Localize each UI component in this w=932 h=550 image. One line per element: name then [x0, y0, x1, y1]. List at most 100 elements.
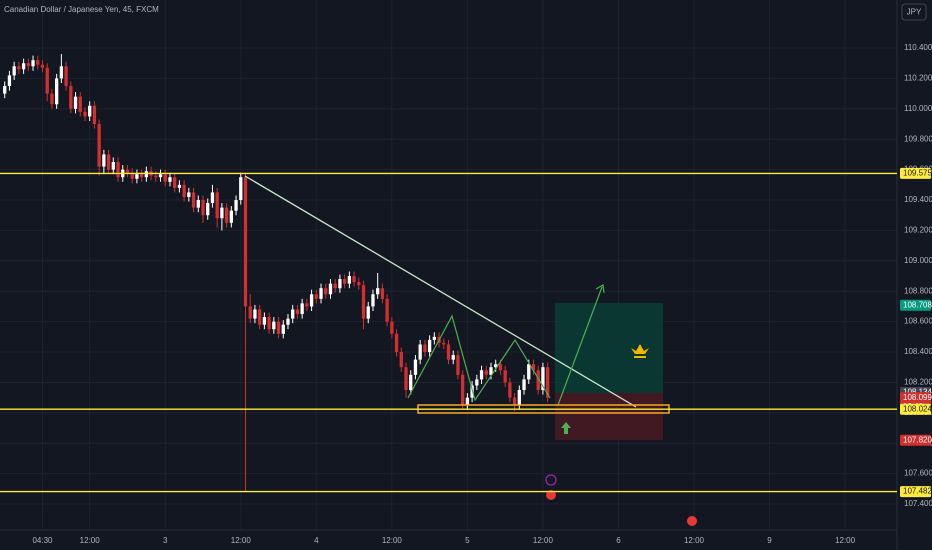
y-tick-label: 110.200 — [904, 74, 932, 83]
currency-button[interactable] — [901, 3, 927, 21]
candle-body — [512, 397, 517, 406]
candle-body — [300, 303, 304, 315]
candle-body — [366, 306, 370, 319]
candle-body — [503, 370, 507, 383]
y-tick-label: 108.400 — [904, 347, 932, 356]
candle-body — [248, 306, 252, 319]
candle-body — [380, 288, 385, 299]
candle-body — [191, 192, 196, 208]
price-label: 107.482 — [903, 487, 932, 496]
candle-body — [262, 317, 267, 325]
candle-body — [111, 162, 115, 170]
candle-body — [357, 282, 361, 286]
loss-zone — [555, 393, 663, 440]
candle-body — [3, 86, 7, 94]
candle-body — [215, 192, 219, 219]
event-icon — [687, 516, 697, 526]
candle-body — [461, 374, 465, 406]
candle-body — [371, 294, 375, 307]
candle-body — [347, 276, 352, 284]
candle-body — [92, 105, 97, 125]
candle-body — [239, 177, 243, 201]
candle-body — [291, 309, 295, 319]
x-tick-label: 9 — [767, 536, 772, 545]
x-tick-label: 12:00 — [684, 536, 705, 545]
candle-body — [21, 63, 26, 70]
candle-body — [40, 64, 45, 68]
price-label-bg — [900, 299, 931, 311]
y-tick-label: 107.600 — [904, 469, 932, 478]
y-tick-label: 108.200 — [904, 378, 932, 387]
candle-body — [328, 283, 333, 295]
x-tick-label: 12:00 — [835, 536, 856, 545]
candle-body — [88, 105, 92, 117]
candle-body — [154, 175, 158, 178]
candle-body — [45, 67, 49, 94]
x-tick-label: 6 — [616, 536, 621, 545]
price-label: 107.820 — [903, 435, 932, 444]
candle-body — [541, 367, 545, 391]
candle-body — [97, 124, 101, 167]
candle-body — [399, 352, 403, 368]
candle-body — [394, 333, 399, 353]
y-tick-label: 108.600 — [904, 317, 932, 326]
candle-body — [309, 294, 314, 307]
candle-body — [432, 336, 436, 340]
candle-body — [333, 283, 337, 289]
candle-body — [125, 169, 130, 173]
candle-body — [479, 370, 484, 380]
y-tick-label: 107.400 — [904, 499, 932, 508]
candle-body — [276, 321, 281, 334]
candle-body — [83, 111, 87, 117]
candle-body — [295, 309, 300, 315]
candle-body — [361, 285, 366, 319]
candle-body — [404, 367, 408, 391]
arrow-head — [595, 284, 605, 294]
candle-body — [168, 177, 172, 182]
candle-body — [286, 318, 290, 325]
candle-body — [531, 364, 536, 371]
y-tick-label: 109.000 — [904, 256, 932, 265]
currency-label[interactable]: JPY — [907, 8, 922, 17]
candle-body — [106, 154, 111, 170]
candle-body — [69, 86, 73, 109]
candle-body — [182, 184, 186, 197]
candle-body — [522, 379, 526, 391]
event-icon — [546, 490, 556, 500]
candle-body — [272, 321, 276, 330]
candle-body — [498, 364, 503, 371]
y-tick-label: 109.200 — [904, 226, 932, 235]
candle-body — [50, 93, 54, 105]
candle-body — [36, 60, 40, 65]
price-label-bg — [900, 167, 931, 179]
trend-line — [244, 175, 637, 408]
candle-body — [305, 303, 309, 307]
price-label: 108.708 — [903, 300, 932, 309]
candle-body — [78, 96, 82, 112]
candle-body — [352, 276, 356, 283]
y-tick-label: 110.400 — [904, 43, 932, 52]
candle-body — [517, 390, 521, 406]
candle-body — [224, 207, 229, 223]
candle-body — [7, 75, 12, 87]
x-tick-label: 5 — [465, 536, 470, 545]
candle-body — [427, 339, 432, 353]
y-tick-label: 109.800 — [904, 134, 932, 143]
axes: 110.400110.200110.000109.800109.600109.4… — [32, 43, 932, 545]
chart-title: Canadian Dollar / Japanese Yen, 45, FXCM — [4, 5, 159, 14]
candle-body — [253, 309, 257, 319]
candle-body — [135, 174, 139, 179]
candle-body — [385, 298, 389, 322]
candles — [3, 54, 550, 492]
candle-body — [338, 279, 342, 289]
candle-body — [144, 171, 149, 178]
candle-body — [210, 192, 215, 204]
candle-body — [31, 60, 35, 67]
candle-body — [446, 344, 451, 360]
candle-body — [196, 200, 200, 208]
candle-body — [64, 66, 68, 87]
candle-body — [451, 355, 455, 360]
candle-body — [319, 288, 323, 299]
candle-body — [177, 184, 182, 188]
